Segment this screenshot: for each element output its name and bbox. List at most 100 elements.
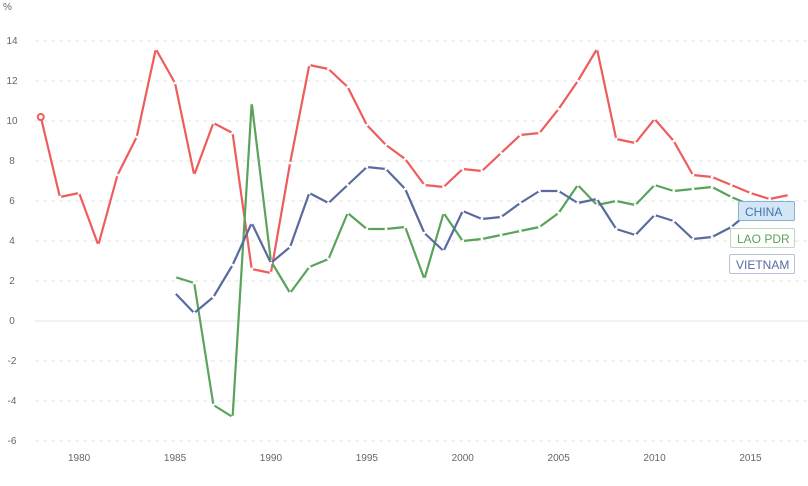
data-point-china <box>633 141 637 145</box>
data-point-china <box>58 195 62 199</box>
data-point-lao-pdr <box>307 265 311 269</box>
data-point-vietnam <box>384 167 388 171</box>
data-point-china <box>288 161 292 165</box>
data-point-china <box>480 169 484 173</box>
data-point-china <box>461 167 465 171</box>
data-point-vietnam <box>729 225 733 229</box>
data-point-vietnam <box>365 165 369 169</box>
data-point-china <box>173 81 177 85</box>
data-point-china <box>787 193 791 197</box>
data-point-lao-pdr <box>691 187 695 191</box>
data-point-lao-pdr <box>538 225 541 229</box>
data-point-vietnam <box>231 263 234 267</box>
y-tick-label: -6 <box>8 436 17 447</box>
data-point-vietnam <box>595 197 599 201</box>
data-point-lao-pdr <box>672 189 676 193</box>
data-point-lao-pdr <box>653 183 656 187</box>
x-tick-label: 2010 <box>643 453 666 464</box>
data-point-china <box>729 183 733 187</box>
y-tick-label: 6 <box>9 196 15 207</box>
data-point-lao-pdr <box>422 277 426 281</box>
y-tick-label: 4 <box>9 236 15 247</box>
data-point-china <box>116 173 119 177</box>
y-tick-label: -4 <box>8 396 17 407</box>
data-point-vietnam <box>442 249 445 253</box>
data-point-lao-pdr <box>442 211 445 215</box>
data-point-vietnam <box>403 187 407 191</box>
x-tick-label: 1995 <box>356 453 379 464</box>
data-point-lao-pdr <box>211 403 215 407</box>
data-point-lao-pdr <box>403 225 407 229</box>
legend-item-lao-pdr[interactable]: LAO PDR <box>730 228 795 248</box>
y-tick-label: 8 <box>9 156 15 167</box>
gridlines <box>35 40 808 442</box>
data-point-vietnam <box>192 311 196 315</box>
data-point-vietnam <box>499 215 503 219</box>
data-point-vietnam <box>672 219 676 223</box>
data-point-vietnam <box>307 191 311 195</box>
data-point-vietnam <box>518 201 522 205</box>
data-point-china <box>614 137 618 141</box>
data-point-china <box>749 191 752 195</box>
data-point-lao-pdr <box>557 211 561 215</box>
data-point-china <box>192 173 196 177</box>
data-point-vietnam <box>691 237 695 241</box>
y-tick-label: -2 <box>8 356 17 367</box>
y-axis-label: % <box>3 2 12 13</box>
data-point-vietnam <box>422 231 426 235</box>
data-point-china <box>365 123 369 127</box>
data-point-vietnam <box>461 209 465 213</box>
data-point-lao-pdr <box>250 101 254 105</box>
x-tick-label: 1980 <box>68 453 91 464</box>
series-line-china[interactable] <box>39 47 790 275</box>
data-point-china <box>384 143 388 147</box>
x-tick-label: 2005 <box>548 453 571 464</box>
data-point-lao-pdr <box>614 199 618 203</box>
data-point-china <box>346 85 350 89</box>
y-tick-label: 10 <box>6 116 18 127</box>
data-point-vietnam <box>653 213 656 217</box>
data-point-china <box>211 121 215 125</box>
data-point-lao-pdr <box>480 237 484 241</box>
data-point-china <box>231 131 234 135</box>
data-point-china <box>96 243 100 247</box>
x-tick-label: 1990 <box>260 453 283 464</box>
data-point-china <box>422 183 426 187</box>
y-tick-label: 12 <box>6 76 18 87</box>
data-point-china <box>403 157 407 161</box>
data-point-vietnam <box>288 245 292 249</box>
data-point-china <box>691 173 695 177</box>
data-point-vietnam <box>327 201 330 205</box>
data-point-lao-pdr <box>327 257 330 261</box>
data-point-lao-pdr <box>288 291 292 295</box>
data-point-vietnam <box>633 233 637 237</box>
y-axis-tick-labels: -6 -4 -2 0 2 4 6 8 10 12 14 <box>6 36 18 447</box>
data-point-china <box>576 79 580 83</box>
data-point-china <box>154 47 158 51</box>
data-point-china <box>499 151 503 155</box>
data-point-china <box>768 197 772 201</box>
legend-item-vietnam[interactable]: VIETNAM <box>729 254 795 274</box>
x-axis-tick-labels: 1980 1985 1990 1995 2000 2005 2010 2015 <box>68 453 762 464</box>
data-point-china <box>135 135 139 139</box>
data-point-lao-pdr <box>365 227 369 231</box>
data-point-vietnam <box>480 217 484 221</box>
data-point-vietnam <box>538 189 541 193</box>
series-line-lao-pdr[interactable] <box>173 101 752 419</box>
data-point-lao-pdr <box>729 195 733 199</box>
data-point-vietnam <box>250 221 254 225</box>
data-point-vietnam <box>557 189 561 193</box>
highlighted-point[interactable] <box>36 113 45 121</box>
data-point-lao-pdr <box>384 227 388 231</box>
data-point-vietnam <box>211 295 215 299</box>
data-point-lao-pdr <box>576 183 580 187</box>
legend-item-china[interactable]: CHINA <box>738 201 795 221</box>
data-point-lao-pdr <box>499 233 503 237</box>
data-point-lao-pdr <box>346 211 350 215</box>
data-point-china <box>442 185 445 189</box>
data-point-lao-pdr <box>633 203 637 207</box>
data-point-china <box>250 267 254 271</box>
data-point-china <box>307 63 311 67</box>
data-point-vietnam <box>269 261 273 265</box>
